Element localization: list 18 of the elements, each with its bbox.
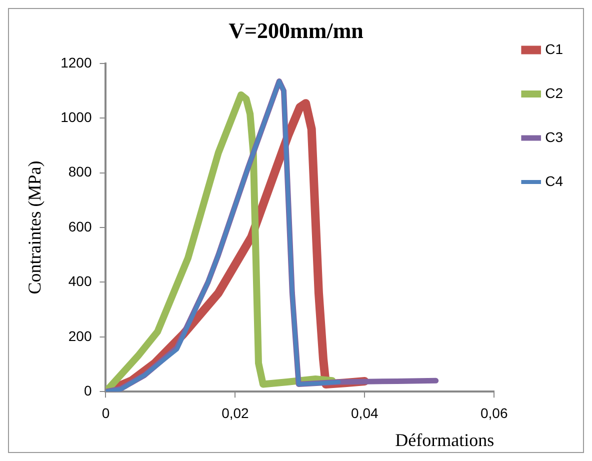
y-tick-label: 1000 xyxy=(60,108,92,125)
y-tick-label: 200 xyxy=(68,328,92,344)
chart-title: V=200mm/mn xyxy=(228,18,364,43)
x-tick-label: 0,02 xyxy=(222,404,250,421)
legend-label: C2 xyxy=(545,84,564,101)
legend-label: C4 xyxy=(545,172,564,189)
x-tick-label: 0,06 xyxy=(480,404,508,421)
y-tick-label: 0 xyxy=(84,382,92,398)
x-tick-label: 0 xyxy=(102,404,110,421)
y-tick-label: 600 xyxy=(68,218,92,234)
x-tick-label: 0,04 xyxy=(351,404,378,421)
y-tick-label: 400 xyxy=(68,273,92,290)
y-axis-title: Contraintes (MPa) xyxy=(24,160,45,294)
legend-label: C1 xyxy=(545,40,564,57)
y-tick-label: 800 xyxy=(68,164,92,180)
legend-label: C3 xyxy=(545,128,564,145)
y-tick-label: 1200 xyxy=(60,54,92,70)
x-axis-title: Déformations xyxy=(395,430,494,450)
